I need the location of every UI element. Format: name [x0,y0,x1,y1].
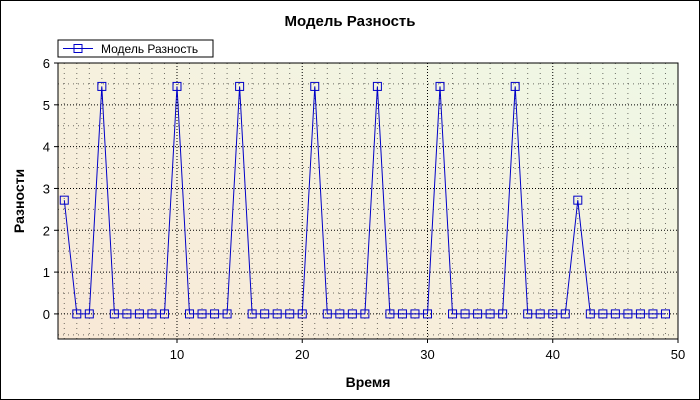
x-axis-label: Время [346,374,391,390]
data-point-marker [385,309,395,319]
data-point-marker [222,309,232,319]
data-point-marker [185,309,195,319]
data-point-marker [573,195,583,205]
data-point-marker [272,309,282,319]
data-point-marker [410,309,420,319]
data-point-marker [59,195,69,205]
y-tick-label: 6 [43,56,50,71]
x-tick-label: 20 [295,347,309,362]
data-point-marker [610,309,620,319]
data-point-marker [485,309,495,319]
y-tick-label: 1 [43,265,50,280]
data-point-marker [585,309,595,319]
y-tick-label: 0 [43,307,50,322]
data-point-marker [635,309,645,319]
data-point-marker [147,309,157,319]
data-point-marker [560,309,570,319]
x-tick-label: 10 [170,347,184,362]
legend-marker-square-icon [73,44,83,53]
data-point-marker [210,309,220,319]
data-point-marker [510,81,520,91]
data-point-marker [360,309,370,319]
data-point-marker [172,81,182,91]
data-point-marker [322,309,332,319]
grid-lines [58,63,678,339]
x-tick-label: 40 [546,347,560,362]
data-point-marker [660,309,670,319]
chart-title: Модель Разность [285,13,416,30]
data-point-marker [648,309,658,319]
data-point-marker [598,309,608,319]
data-point-marker [473,309,483,319]
y-tick-label: 4 [43,140,50,155]
legend: Модель Разность [57,39,214,58]
data-point-marker [448,309,458,319]
data-point-marker [535,309,545,319]
y-axis-ticks: 0 1 2 3 4 5 6 [43,56,58,322]
data-point-marker [134,309,144,319]
y-tick-label: 3 [43,181,50,196]
data-point-marker [523,309,533,319]
y-axis-label: Разности [11,169,27,233]
data-point-marker [109,309,119,319]
x-tick-label: 30 [420,347,434,362]
data-point-marker [97,81,107,91]
data-point-marker [247,309,257,319]
series-line [63,86,666,315]
legend-box [57,39,214,58]
data-point-marker [235,81,245,91]
data-point-marker [435,81,445,91]
series-layer [59,81,670,319]
data-point-marker [84,309,94,319]
data-point-marker [372,81,382,91]
data-point-marker [260,309,270,319]
data-point-marker [335,309,345,319]
data-point-marker [397,309,407,319]
x-axis-ticks: 10 20 30 40 50 [170,339,685,362]
data-point-marker [548,309,558,319]
data-point-marker [498,309,508,319]
data-point-marker [460,309,470,319]
data-point-marker [122,309,132,319]
legend-label: Модель Разность [101,42,198,56]
y-tick-label: 2 [43,223,50,238]
data-point-marker [310,81,320,91]
data-point-marker [297,309,307,319]
y-tick-label: 5 [43,98,50,113]
data-point-marker [197,309,207,319]
data-point-marker [285,309,295,319]
data-point-marker [623,309,633,319]
data-point-marker [72,309,82,319]
data-point-marker [159,309,169,319]
x-tick-label: 50 [671,347,685,362]
data-point-marker [347,309,357,319]
data-point-marker [422,309,432,319]
